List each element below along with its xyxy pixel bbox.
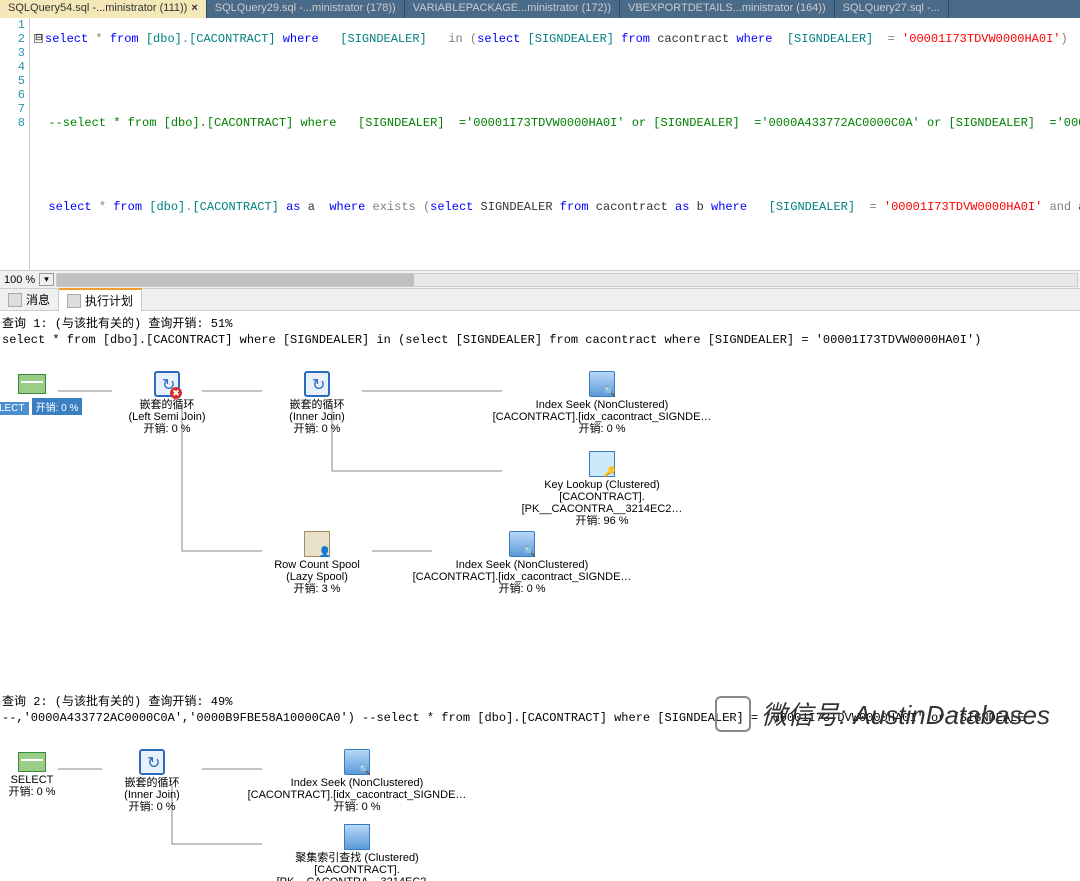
sql-editor[interactable]: 12345678 ⊟select * from [dbo].[CACONTRAC… bbox=[0, 18, 1080, 271]
zoom-dropdown-icon[interactable]: ▾ bbox=[39, 273, 54, 286]
plan-2-canvas: SELECT 开销: 0 % 嵌套的循环 (Inner Join) 开销: 0 … bbox=[2, 729, 1078, 879]
spool-icon bbox=[304, 531, 330, 557]
tab-execution-plan[interactable]: 执行计划 bbox=[59, 288, 142, 311]
scrollbar-thumb[interactable] bbox=[57, 274, 414, 286]
result-tabs: 消息 执行计划 bbox=[0, 289, 1080, 311]
tab-messages[interactable]: 消息 bbox=[0, 289, 59, 310]
code-area[interactable]: ⊟select * from [dbo].[CACONTRACT] where … bbox=[30, 18, 1080, 270]
tab-4[interactable]: VBEXPORTDETAILS...ministrator (164)) bbox=[620, 0, 835, 18]
zoom-bar: 100 % ▾ bbox=[0, 271, 1080, 289]
key-lookup-icon bbox=[589, 451, 615, 477]
tab-2[interactable]: SQLQuery29.sql -...ministrator (178)) bbox=[207, 0, 405, 18]
close-icon[interactable]: × bbox=[191, 2, 197, 14]
messages-icon bbox=[8, 293, 22, 307]
zoom-level[interactable]: 100 % bbox=[0, 274, 39, 286]
plan-node-key-lookup[interactable]: Key Lookup (Clustered) [CACONTRACT].[PK_… bbox=[492, 451, 712, 527]
document-tabs: SQLQuery54.sql -...ministrator (111))× S… bbox=[0, 0, 1080, 18]
tab-5[interactable]: SQLQuery27.sql -... bbox=[835, 0, 949, 18]
index-seek-icon bbox=[344, 749, 370, 775]
plan-node-loop-3[interactable]: 嵌套的循环 (Inner Join) 开销: 0 % bbox=[42, 749, 262, 813]
wechat-icon bbox=[715, 696, 751, 732]
nested-loop-icon bbox=[139, 749, 165, 775]
watermark: 微信号: AustinDatabases bbox=[715, 695, 1050, 732]
plan-node-clustered-seek[interactable]: 聚集索引查找 (Clustered) [CACONTRACT].[PK__CAC… bbox=[247, 824, 467, 881]
nested-loop-icon bbox=[304, 371, 330, 397]
line-gutter: 12345678 bbox=[0, 18, 30, 270]
select-icon bbox=[18, 374, 46, 394]
plan-node-row-count-spool[interactable]: Row Count Spool (Lazy Spool) 开销: 3 % bbox=[207, 531, 427, 595]
query-1-header: 查询 1: (与该批有关的) 查询开销: 51% bbox=[2, 313, 1078, 332]
plan-node-index-seek-2[interactable]: Index Seek (NonClustered) [CACONTRACT].[… bbox=[412, 531, 632, 595]
index-seek-icon bbox=[589, 371, 615, 397]
fold-icon[interactable]: ⊟ bbox=[34, 34, 43, 43]
plan-1-canvas: SELECT 开销: 0 % 嵌套的循环 (Left Semi Join) 开销… bbox=[2, 351, 1078, 641]
select-label: SELECT bbox=[0, 402, 29, 415]
plan-node-loop-2[interactable]: 嵌套的循环 (Inner Join) 开销: 0 % bbox=[207, 371, 427, 435]
clustered-index-icon bbox=[344, 824, 370, 850]
horizontal-scrollbar[interactable] bbox=[56, 273, 1078, 287]
tab-3[interactable]: VARIABLEPACKAGE...ministrator (172)) bbox=[405, 0, 620, 18]
plan-node-index-seek-3[interactable]: Index Seek (NonClustered) [CACONTRACT].[… bbox=[247, 749, 467, 813]
nested-loop-icon bbox=[154, 371, 180, 397]
plan-node-index-seek-1[interactable]: Index Seek (NonClustered) [CACONTRACT].[… bbox=[492, 371, 712, 435]
plan-icon bbox=[67, 294, 81, 308]
query-1-sql: select * from [dbo].[CACONTRACT] where [… bbox=[2, 332, 1078, 351]
tab-1[interactable]: SQLQuery54.sql -...ministrator (111))× bbox=[0, 0, 207, 18]
index-seek-icon bbox=[509, 531, 535, 557]
execution-plan-pane[interactable]: 查询 1: (与该批有关的) 查询开销: 51% select * from [… bbox=[0, 311, 1080, 881]
